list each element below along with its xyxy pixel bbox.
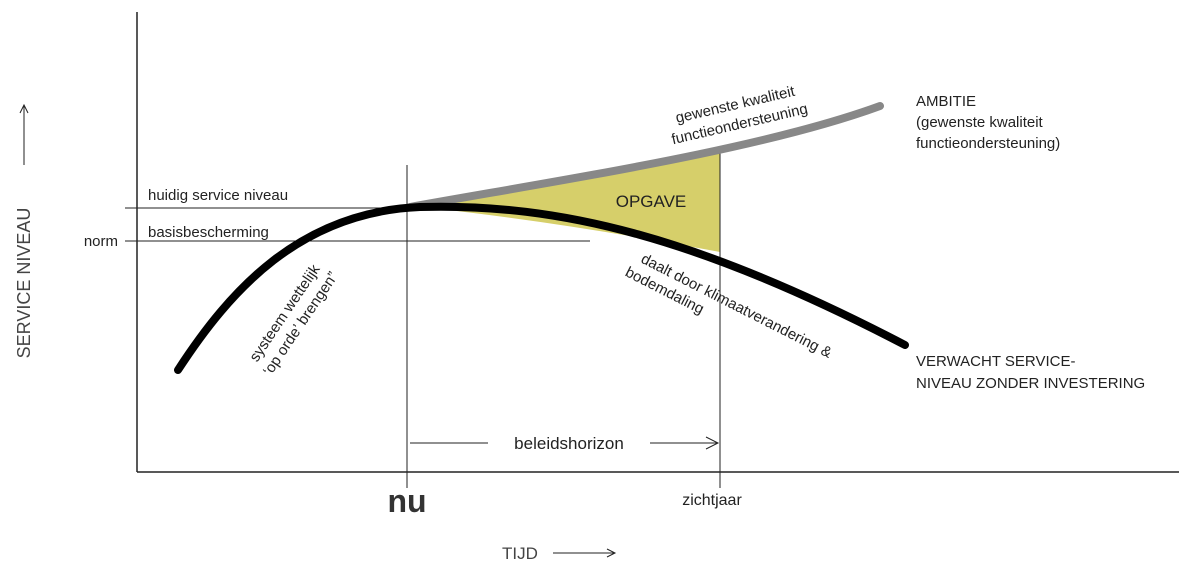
y-axis-label: SERVICE NIVEAU xyxy=(14,208,34,359)
ambition-legend: functieondersteuning) xyxy=(916,135,1060,152)
ambition-legend: AMBITIE xyxy=(916,93,976,110)
ambition-legend: (gewenste kwaliteit xyxy=(916,114,1044,131)
target-label: zichtjaar xyxy=(682,492,742,509)
horizon-arrowhead xyxy=(705,436,720,450)
service-curve xyxy=(174,202,909,374)
y-axis-arrowhead xyxy=(19,103,29,114)
gap-area xyxy=(412,152,720,252)
x-axis-arrowhead xyxy=(606,548,617,558)
gap-label: OPGAVE xyxy=(616,192,687,211)
basic-label: basisbescherming xyxy=(148,224,269,241)
now-label: nu xyxy=(387,483,426,519)
norm-label: norm xyxy=(84,233,118,250)
x-axis-label: TIJD xyxy=(502,544,538,563)
current-level-label: huidig service niveau xyxy=(148,187,288,204)
decline-legend: VERWACHT SERVICE- xyxy=(916,353,1075,370)
ambition-curve xyxy=(406,102,884,211)
decline-legend: NIVEAU ZONDER INVESTERING xyxy=(916,375,1145,392)
horizon-label: beleidshorizon xyxy=(514,434,624,453)
